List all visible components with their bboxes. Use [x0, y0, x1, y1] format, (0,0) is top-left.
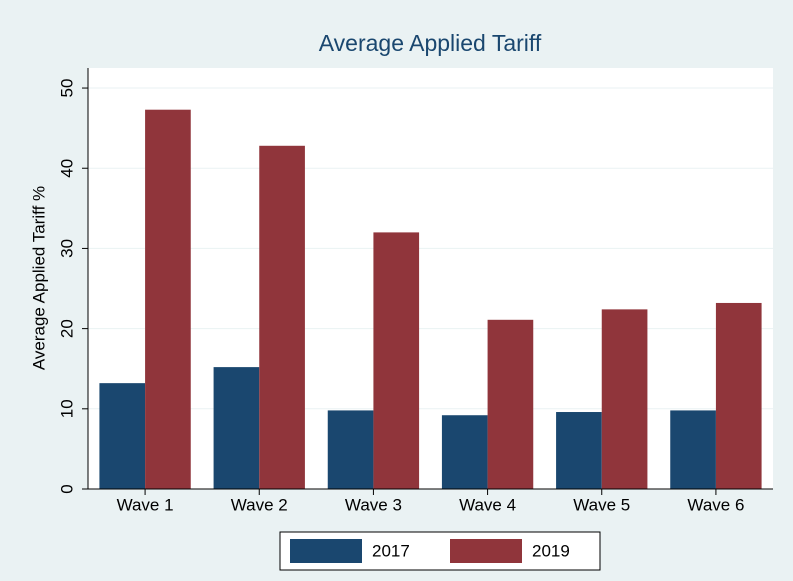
- x-tick-label: Wave 6: [687, 495, 744, 514]
- x-tick-label: Wave 4: [459, 495, 516, 514]
- bar: [556, 412, 602, 489]
- x-tick-label: Wave 5: [573, 495, 630, 514]
- legend-label: 2019: [532, 541, 570, 560]
- y-tick-label: 40: [57, 159, 76, 178]
- legend-swatch: [290, 539, 362, 563]
- y-tick-label: 50: [57, 79, 76, 98]
- legend: 2017 2019: [290, 539, 570, 563]
- y-axis-label: Average Applied Tariff %: [29, 186, 48, 370]
- legend-swatch: [450, 539, 522, 563]
- bar: [327, 410, 374, 489]
- x-tick-label: Wave 1: [117, 495, 174, 514]
- bar: [601, 309, 648, 489]
- x-tick-label: Wave 2: [231, 495, 288, 514]
- bar: [715, 302, 762, 489]
- chart-title: Average Applied Tariff: [319, 30, 542, 56]
- plot-area: [88, 68, 773, 489]
- bar: [99, 383, 146, 489]
- bar: [441, 415, 488, 489]
- legend-label: 2017: [372, 541, 410, 560]
- bar: [213, 367, 260, 489]
- y-tick-label: 10: [57, 399, 76, 418]
- bar: [487, 319, 534, 489]
- bar: [145, 109, 191, 490]
- x-tick-label: Wave 3: [345, 495, 402, 514]
- y-tick-label: 0: [57, 484, 76, 493]
- y-tick-label: 30: [57, 239, 76, 258]
- plot: 0 10 20 30 40 50 Wave 1 Wave 2 Wave 3 Wave 4 Wave …: [57, 68, 773, 514]
- bar: [373, 232, 420, 489]
- bar: [259, 145, 305, 489]
- y-tick-label: 20: [57, 319, 76, 338]
- bar: [670, 410, 716, 489]
